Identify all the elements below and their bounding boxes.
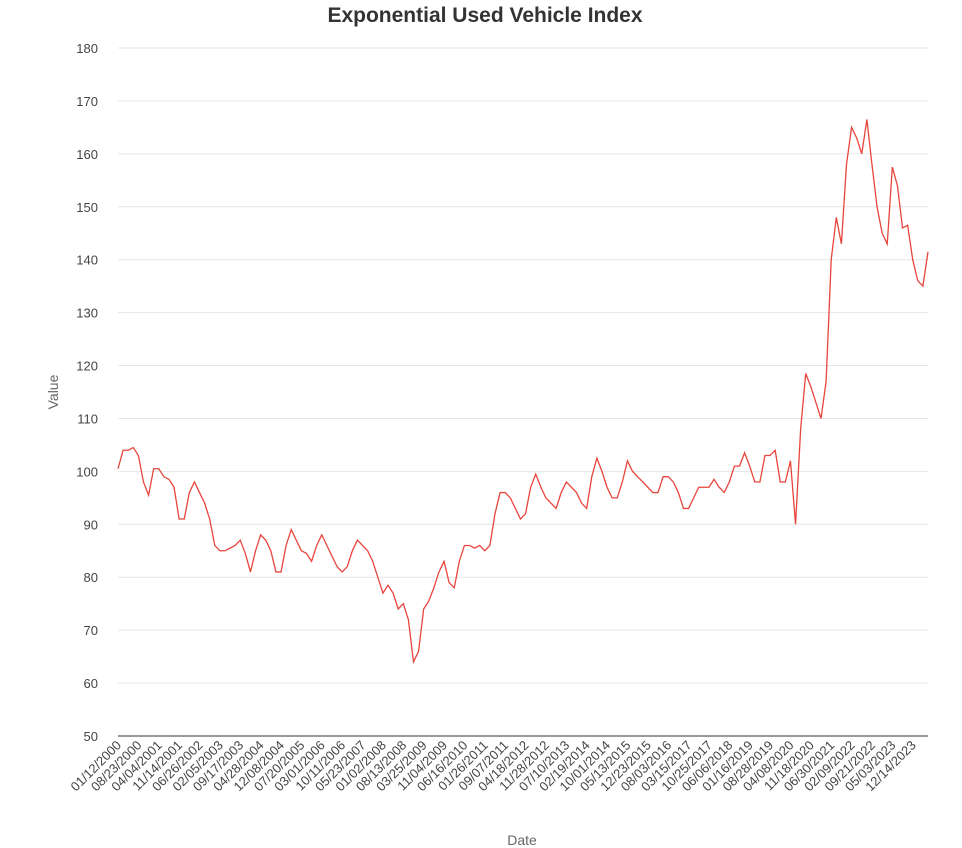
y-tick-label: 50 [84,729,98,744]
y-axis-label: Value [45,374,61,409]
y-tick-label: 120 [76,359,98,374]
y-tick-label: 180 [76,41,98,56]
y-tick-label: 130 [76,306,98,321]
y-tick-label: 80 [84,570,98,585]
x-axis-label: Date [507,832,537,848]
y-tick-label: 100 [76,464,98,479]
y-tick-label: 170 [76,94,98,109]
y-tick-label: 70 [84,623,98,638]
y-tick-label: 160 [76,147,98,162]
y-tick-label: 140 [76,253,98,268]
y-tick-label: 60 [84,676,98,691]
y-tick-label: 110 [77,411,98,426]
line-series [117,119,929,665]
y-tick-label: 150 [76,200,98,215]
y-tick-label: 90 [84,517,98,532]
chart-title: Exponential Used Vehicle Index [327,4,642,27]
